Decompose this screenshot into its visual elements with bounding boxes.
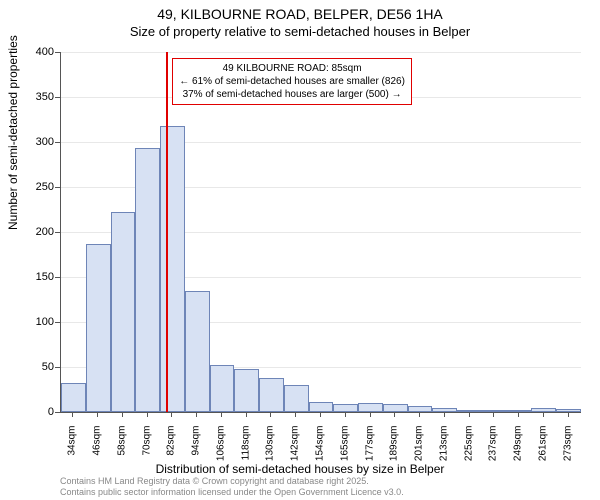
plot-region: 49 KILBOURNE ROAD: 85sqm← 61% of semi-de… — [60, 52, 581, 413]
x-tick — [493, 412, 494, 417]
histogram-bar — [111, 212, 136, 412]
histogram-bar — [210, 365, 235, 412]
x-tick — [147, 412, 148, 417]
x-tick — [469, 412, 470, 417]
y-tick — [55, 412, 61, 413]
x-tick — [295, 412, 296, 417]
chart-title: 49, KILBOURNE ROAD, BELPER, DE56 1HA — [0, 0, 600, 24]
x-tick — [518, 412, 519, 417]
y-tick-label: 200 — [14, 226, 54, 238]
footer-attribution: Contains HM Land Registry data © Crown c… — [60, 476, 404, 498]
x-tick — [196, 412, 197, 417]
y-tick-label: 300 — [14, 136, 54, 148]
y-tick-label: 0 — [14, 406, 54, 418]
x-tick — [72, 412, 73, 417]
y-tick — [55, 52, 61, 53]
x-tick — [419, 412, 420, 417]
histogram-bar — [86, 244, 111, 412]
x-tick — [345, 412, 346, 417]
histogram-bar — [358, 403, 383, 412]
histogram-bar — [135, 148, 160, 412]
marker-info-line: ← 61% of semi-detached houses are smalle… — [179, 75, 405, 88]
x-tick — [246, 412, 247, 417]
x-tick — [394, 412, 395, 417]
chart-container: 49, KILBOURNE ROAD, BELPER, DE56 1HA Siz… — [0, 0, 600, 500]
marker-info-line: 37% of semi-detached houses are larger (… — [179, 88, 405, 101]
x-tick — [543, 412, 544, 417]
x-tick — [320, 412, 321, 417]
y-tick — [55, 232, 61, 233]
x-tick — [444, 412, 445, 417]
marker-info-line: 49 KILBOURNE ROAD: 85sqm — [179, 62, 405, 75]
plot-area: 49 KILBOURNE ROAD: 85sqm← 61% of semi-de… — [60, 52, 580, 412]
chart-subtitle: Size of property relative to semi-detach… — [0, 24, 600, 39]
x-tick — [122, 412, 123, 417]
y-tick — [55, 187, 61, 188]
footer-line-2: Contains public sector information licen… — [60, 487, 404, 498]
x-tick — [270, 412, 271, 417]
y-tick-label: 150 — [14, 271, 54, 283]
histogram-bar — [160, 126, 185, 412]
y-tick — [55, 97, 61, 98]
marker-line — [166, 52, 168, 412]
gridline — [61, 142, 581, 143]
y-axis-label: Number of semi-detached properties — [6, 35, 20, 230]
histogram-bar — [333, 404, 358, 412]
marker-info-box: 49 KILBOURNE ROAD: 85sqm← 61% of semi-de… — [172, 58, 412, 105]
y-tick-label: 100 — [14, 316, 54, 328]
histogram-bar — [531, 408, 556, 413]
x-tick — [171, 412, 172, 417]
histogram-bar — [556, 409, 581, 412]
histogram-bar — [383, 404, 408, 412]
x-tick — [97, 412, 98, 417]
y-tick-label: 250 — [14, 181, 54, 193]
histogram-bar — [457, 410, 482, 412]
histogram-bar — [259, 378, 284, 412]
y-tick-label: 350 — [14, 91, 54, 103]
x-tick — [221, 412, 222, 417]
histogram-bar — [234, 369, 259, 412]
footer-line-1: Contains HM Land Registry data © Crown c… — [60, 476, 404, 487]
y-tick — [55, 142, 61, 143]
x-tick — [370, 412, 371, 417]
x-axis-label: Distribution of semi-detached houses by … — [0, 462, 600, 476]
y-tick — [55, 322, 61, 323]
histogram-bar — [309, 402, 334, 412]
y-tick-label: 400 — [14, 46, 54, 58]
y-tick — [55, 277, 61, 278]
histogram-bar — [284, 385, 309, 412]
x-tick — [568, 412, 569, 417]
y-tick-label: 50 — [14, 361, 54, 373]
gridline — [61, 52, 581, 53]
y-tick — [55, 367, 61, 368]
histogram-bar — [61, 383, 86, 412]
histogram-bar — [185, 291, 210, 413]
histogram-bar — [432, 408, 457, 412]
